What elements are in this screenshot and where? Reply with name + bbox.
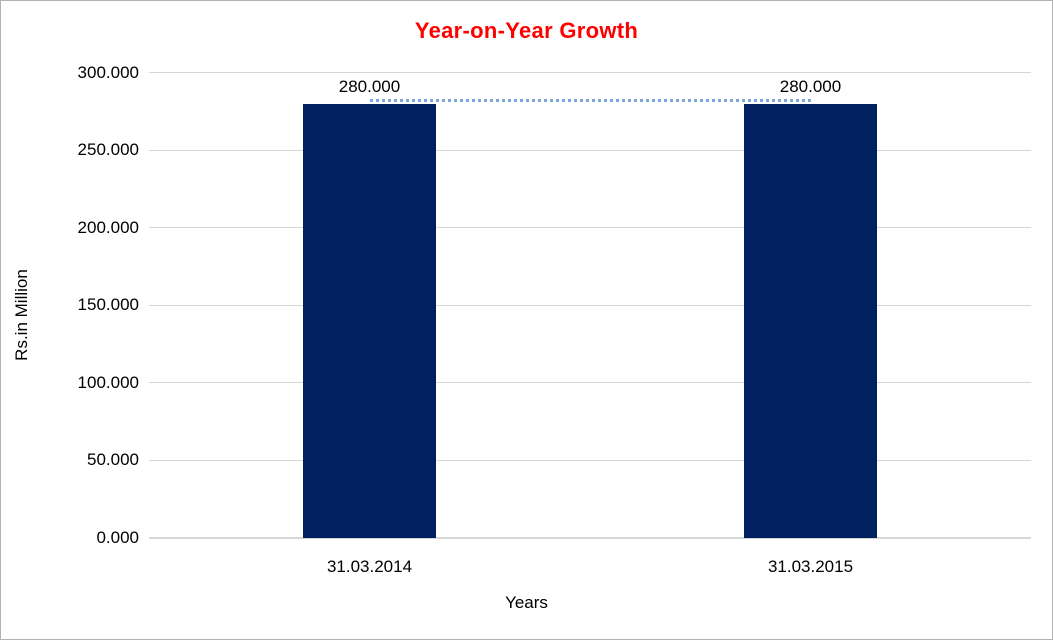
x-axis-title: Years [505,593,548,612]
bar-data-label: 280.000 [779,76,842,96]
bar-data-label: 280.000 [338,76,401,96]
bar-31.03.2015 [744,103,877,538]
chart-title: Year-on-Year Growth [414,18,639,43]
y-tick-label: 0.000 [96,528,139,547]
x-axis-line [149,537,1031,539]
y-tick-label: 150.000 [77,295,139,315]
y-tick-label: 100.000 [77,372,139,392]
y-tick-label: 250.000 [77,140,139,160]
gridline [149,459,1031,461]
gridline [149,304,1031,306]
y-axis-title: Rs.in Million [12,269,31,361]
y-tick-label: 200.000 [77,217,139,237]
x-category-label: 31.03.2015 [767,557,854,576]
bar-31.03.2014 [303,103,436,538]
y-tick-label: 50.000 [87,450,139,470]
y-tick-label: 300.000 [77,62,139,82]
gridline [149,227,1031,229]
connector-dotted-line [369,98,811,102]
gridline [149,149,1031,151]
gridline [149,382,1031,384]
x-category-label: 31.03.2014 [326,557,413,576]
gridline [149,72,1031,73]
